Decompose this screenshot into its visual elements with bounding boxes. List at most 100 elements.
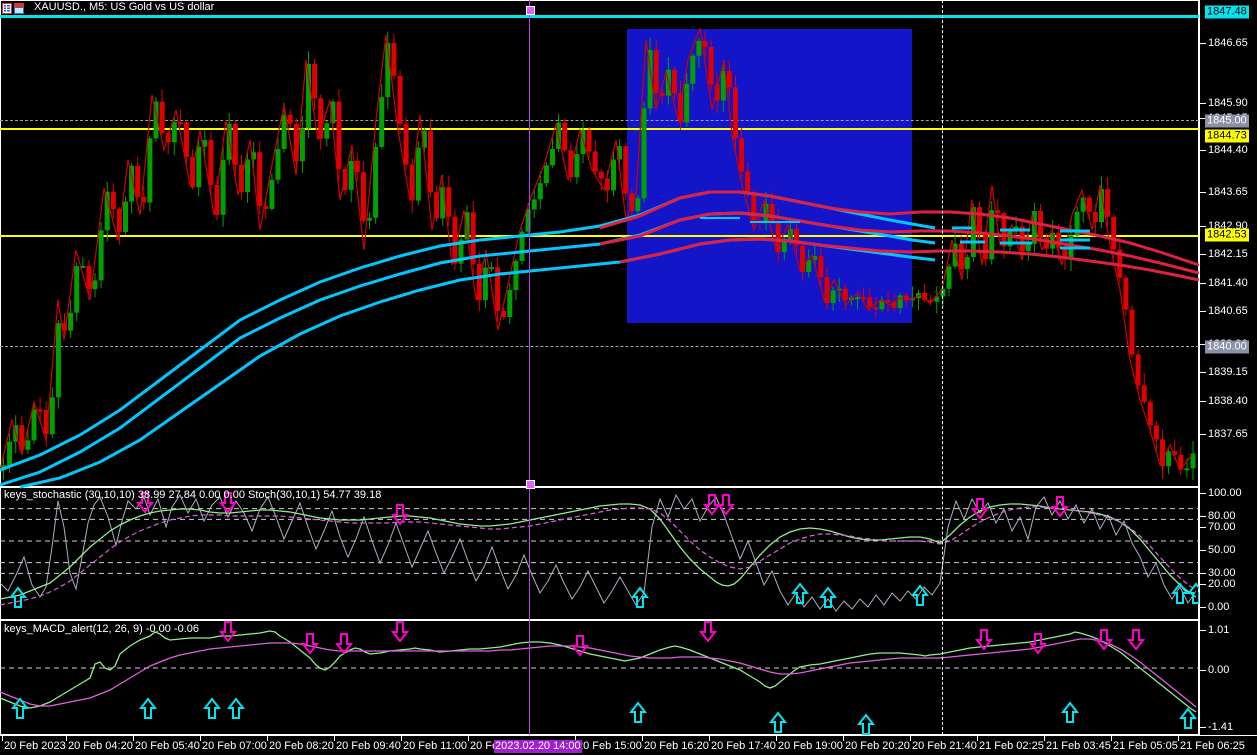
- macd-pane[interactable]: [0, 620, 1199, 735]
- time-tick-label: 21 Feb 03:45: [1046, 740, 1111, 752]
- candle-body: [543, 165, 549, 184]
- candle-body: [74, 266, 80, 313]
- candle-body: [202, 140, 208, 147]
- vertical-line-handle-top[interactable]: [526, 6, 535, 15]
- price-tick: [1200, 254, 1206, 255]
- price-tick-label: 1844.40: [1208, 144, 1248, 156]
- candle-body: [525, 209, 531, 232]
- candle-body: [281, 114, 287, 149]
- stochastic-tick: [1200, 607, 1206, 608]
- candle-body: [983, 231, 989, 260]
- candle-body: [903, 295, 909, 301]
- time-tick-label: 20 Feb 08:20: [269, 740, 334, 752]
- candle-body: [251, 152, 257, 160]
- stochastic-tick-label: 50.00: [1208, 544, 1236, 556]
- price-highlight-label[interactable]: 1840.00: [1205, 340, 1249, 354]
- candle-body: [1123, 277, 1129, 310]
- price-tick: [1200, 118, 1206, 119]
- candle-body: [37, 409, 43, 412]
- time-tick-label: 20 Feb 07:00: [202, 740, 267, 752]
- price-highlight-label[interactable]: 1844.73: [1205, 129, 1249, 143]
- candle-body: [519, 231, 525, 261]
- candle-body: [897, 295, 903, 308]
- stochastic-canvas: [0, 492, 1206, 612]
- candle-body: [842, 288, 848, 301]
- candle-body: [104, 191, 110, 231]
- candle-body: [458, 239, 464, 264]
- time-tick: [575, 736, 576, 741]
- bid-price-line: [0, 15, 1199, 18]
- candle-body: [934, 296, 940, 302]
- stochastic-signal-line: [0, 506, 1197, 606]
- stochastic-tick-label: 20.00: [1208, 578, 1236, 590]
- price-pane[interactable]: [0, 0, 1199, 487]
- support-level-line[interactable]: [0, 235, 1199, 237]
- candle-body: [513, 260, 519, 291]
- candle-body: [245, 159, 250, 193]
- candle-body: [501, 310, 507, 318]
- order-level-ticks: [700, 217, 1090, 250]
- time-axis[interactable]: 20 Feb 2023 20 Feb 04:20 20 Feb 05:40 20 Fe…: [0, 735, 1257, 755]
- candle-body: [1153, 425, 1159, 440]
- candle-body: [623, 146, 629, 194]
- chart-list-icon[interactable]: [2, 3, 12, 14]
- candle-body: [135, 165, 141, 198]
- candle-body: [306, 63, 311, 129]
- candle-body: [769, 203, 775, 222]
- price-highlight-label[interactable]: 1842.53: [1205, 228, 1249, 242]
- time-tick-label: 21 Feb 06:25: [1180, 740, 1245, 752]
- time-tick-label: 20 Feb 15:00: [577, 740, 642, 752]
- candle-body: [49, 397, 55, 435]
- candle-body: [946, 266, 952, 289]
- time-tick: [133, 736, 134, 741]
- vertical-line-object[interactable]: [529, 0, 530, 735]
- price-highlight-label[interactable]: 1847.48: [1205, 5, 1249, 19]
- candle-body: [672, 69, 677, 94]
- time-tick-label: 20 Feb 04:20: [68, 740, 133, 752]
- candle-body: [1080, 197, 1086, 212]
- candle-body: [43, 410, 49, 435]
- time-tick-label: 20 Feb 05:40: [135, 740, 200, 752]
- time-tick-label: 20 Feb 21:40: [912, 740, 977, 752]
- macd-sell-arrows: [218, 621, 1146, 657]
- candle-body: [568, 150, 574, 178]
- price-tick: [1200, 226, 1206, 227]
- price-chart-canvas[interactable]: [0, 0, 1200, 489]
- price-tick: [1200, 401, 1206, 402]
- macd-tick: [1200, 630, 1206, 631]
- candle-body: [574, 154, 580, 178]
- candle-body: [641, 108, 647, 199]
- candle-body: [1111, 216, 1117, 250]
- candle-body: [159, 101, 165, 134]
- price-highlight-label[interactable]: 1845.00: [1205, 114, 1249, 128]
- candle-body: [421, 130, 427, 148]
- indicator-icon[interactable]: [14, 3, 24, 14]
- time-tick-label: 20 Feb 16:20: [644, 740, 709, 752]
- candle-body: [635, 198, 641, 211]
- candle-body: [55, 323, 61, 398]
- candle-body: [379, 97, 385, 147]
- stochastic-tick-label: 70.00: [1208, 521, 1236, 533]
- macd-main-line: [0, 630, 1197, 713]
- price-tick: [1200, 43, 1206, 44]
- price-tick: [1200, 372, 1206, 373]
- vertical-line-handle-bottom[interactable]: [526, 480, 535, 489]
- candle-body: [25, 440, 31, 450]
- candle-body: [550, 148, 555, 166]
- price-axis[interactable]: 1846.651845.901845.151844.401843.651842.…: [1199, 0, 1257, 735]
- candle-body: [855, 297, 860, 300]
- resistance-level-line[interactable]: [0, 128, 1199, 130]
- candle-body: [928, 299, 934, 302]
- price-tick-label: 1846.65: [1208, 37, 1248, 49]
- candle-body: [86, 265, 92, 290]
- candle-body: [177, 122, 183, 125]
- candle-body: [80, 265, 86, 268]
- candle-body: [464, 212, 470, 240]
- candle-body: [952, 243, 958, 267]
- candle-body: [647, 49, 653, 109]
- candle-body: [257, 152, 263, 207]
- candle-body: [824, 277, 830, 304]
- candle-body: [739, 138, 745, 172]
- candle-body: [263, 206, 269, 209]
